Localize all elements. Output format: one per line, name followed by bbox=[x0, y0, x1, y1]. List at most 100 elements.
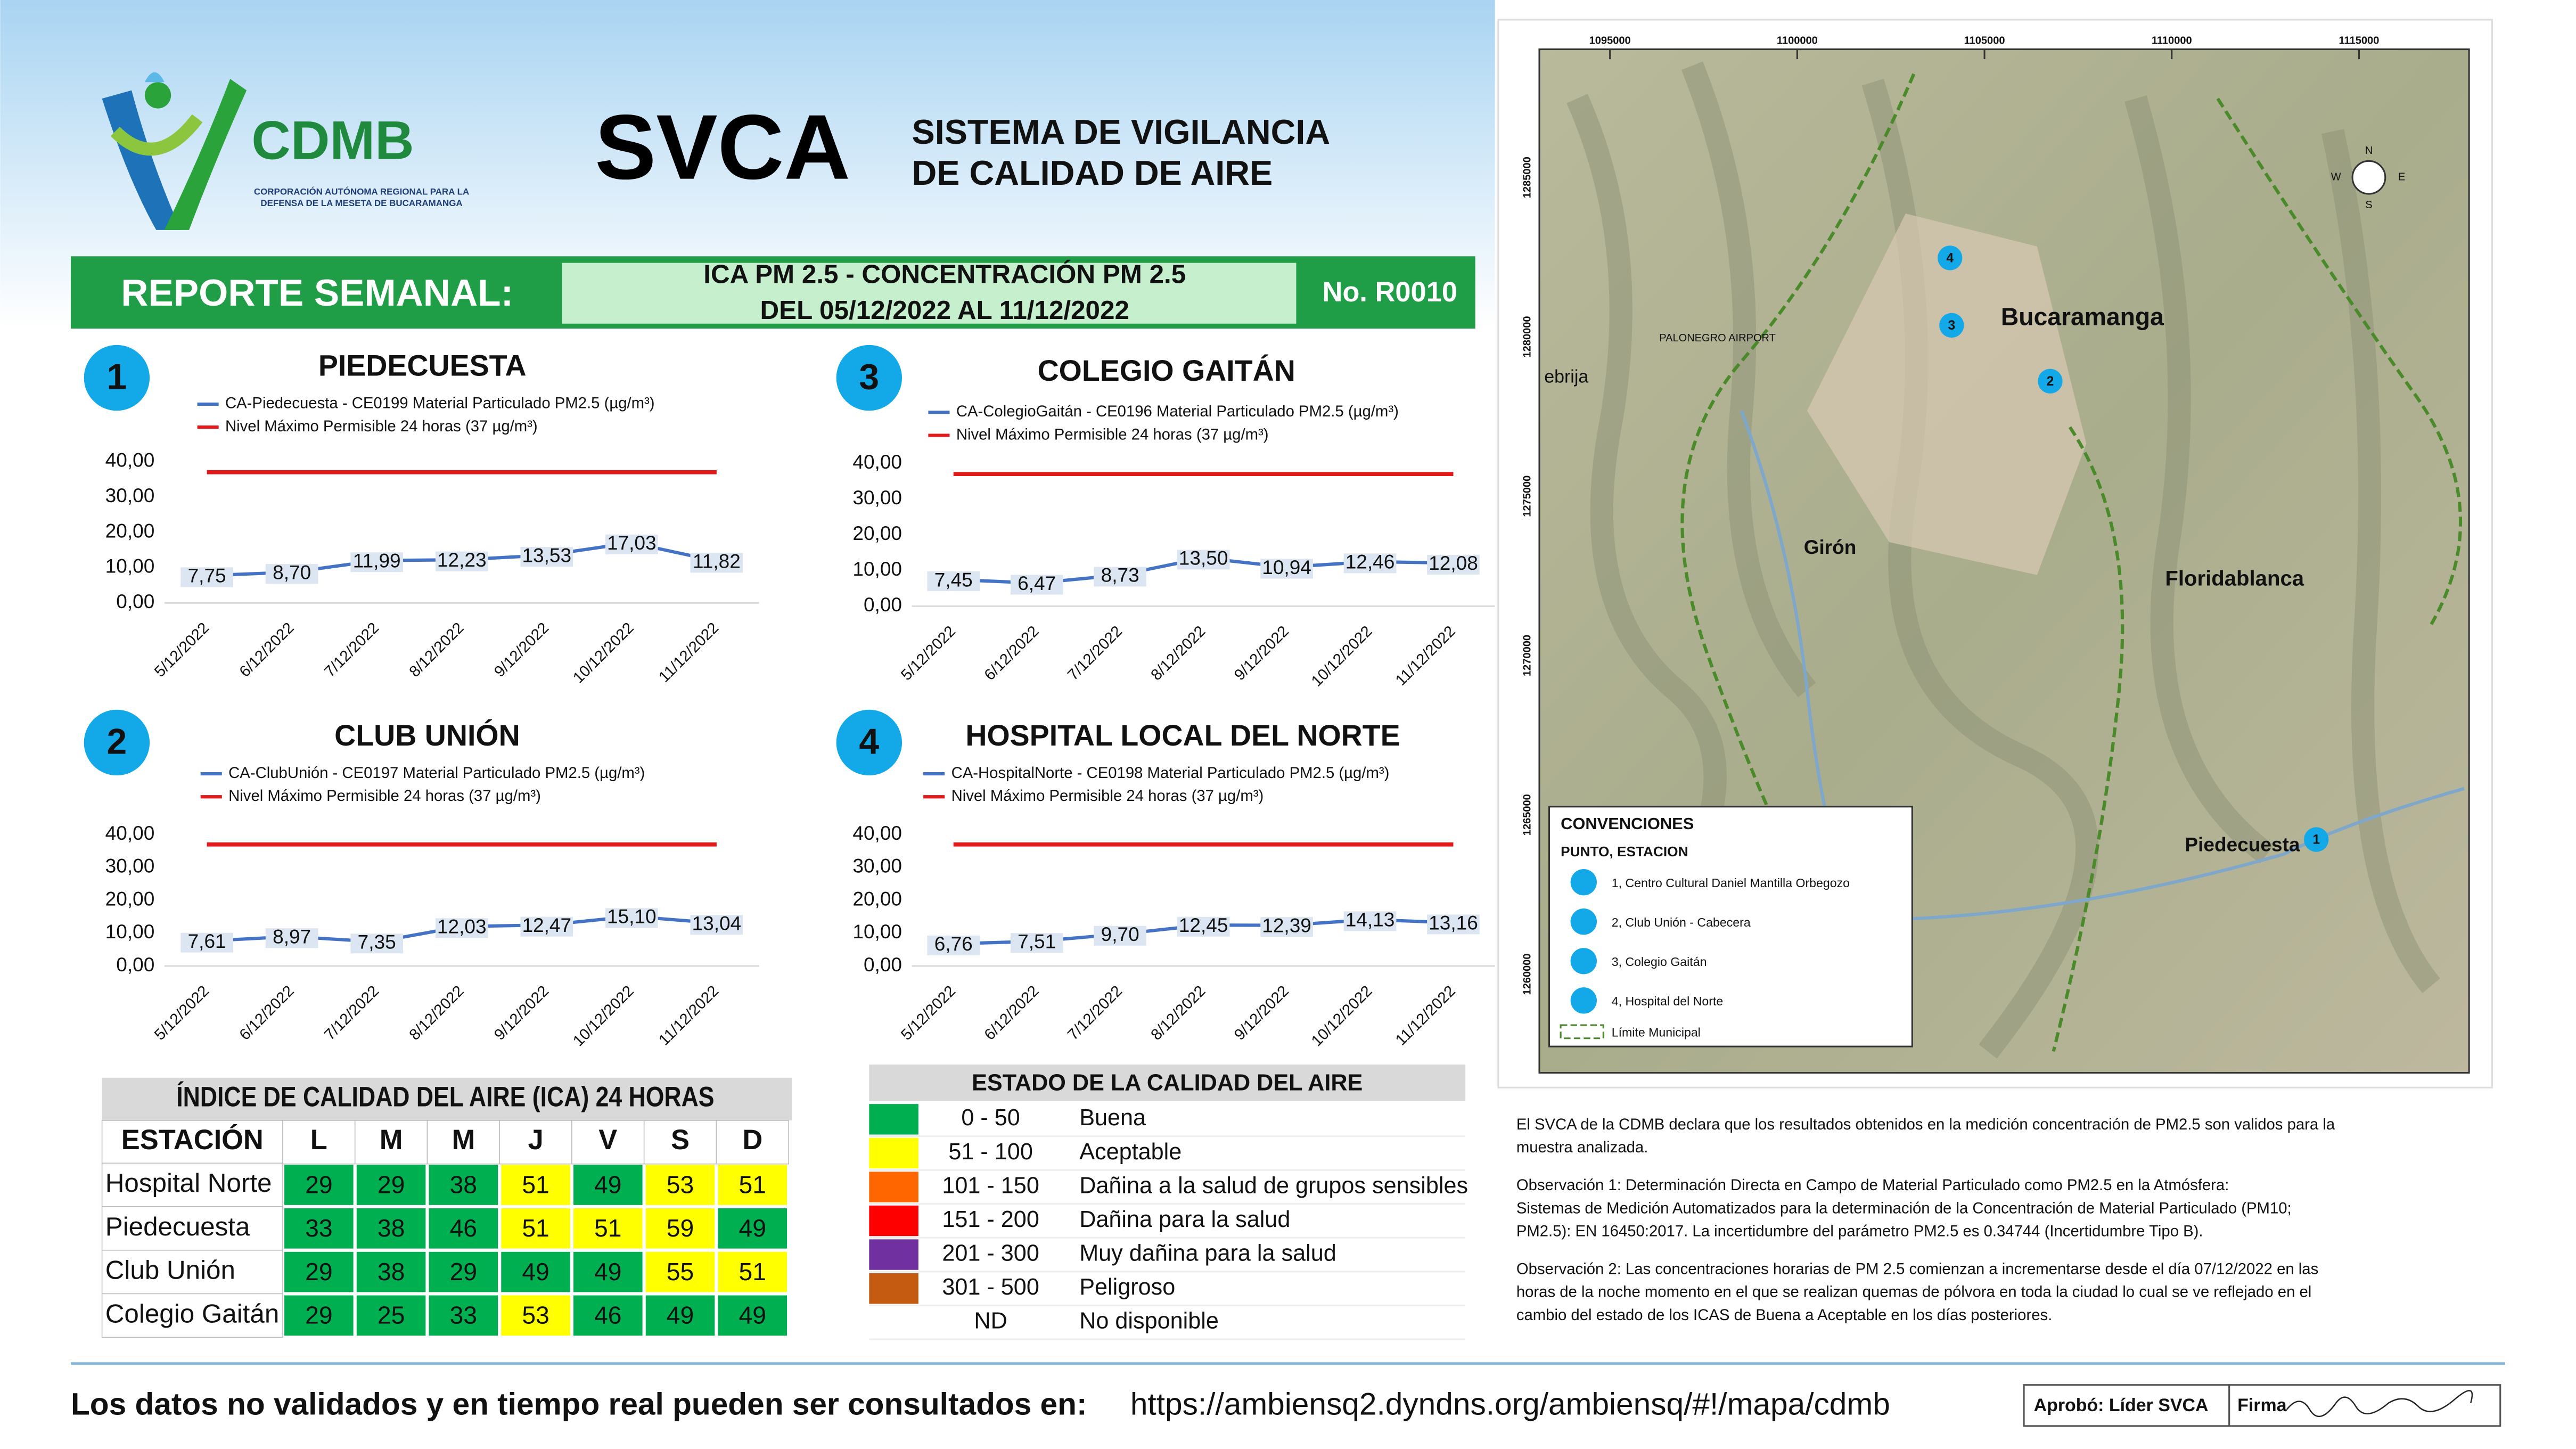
ica-cell bbox=[356, 1251, 426, 1292]
ica-cell bbox=[429, 1165, 498, 1205]
ica-cell bbox=[573, 1208, 643, 1249]
map-y-coord: 1285000 bbox=[1522, 157, 1533, 198]
urban-area bbox=[1807, 214, 2087, 575]
ica-header-cell bbox=[571, 1120, 645, 1165]
note-line: Sistemas de Medición Automatizados para … bbox=[1516, 1199, 2292, 1217]
data-label-bg bbox=[690, 553, 743, 573]
data-label: 12,47 bbox=[522, 914, 571, 936]
status-range: 101 - 150 bbox=[942, 1173, 1039, 1198]
ica-header: S bbox=[671, 1125, 690, 1156]
chart: 3 COLEGIO GAITÁN CA-ColegioGaitán - CE0196… bbox=[813, 332, 1512, 700]
approval: Aprobó: Líder SVCA bbox=[2034, 1395, 2209, 1415]
data-label-bg bbox=[181, 567, 233, 587]
ica-cell bbox=[645, 1295, 715, 1336]
y-tick-label: 30,00 bbox=[852, 486, 902, 509]
status-label: Aceptable bbox=[1079, 1139, 1182, 1165]
ica-cell bbox=[284, 1208, 354, 1249]
note-line: El SVCA de la CDMB declara que los resul… bbox=[1516, 1116, 2335, 1133]
y-tick-label: 40,00 bbox=[852, 822, 902, 844]
ica-title-bg bbox=[102, 1077, 792, 1120]
legend-label: CA-ColegioGaitán - CE0196 Material Parti… bbox=[956, 403, 1399, 420]
data-label-bg bbox=[1260, 917, 1313, 937]
data-label-bg bbox=[605, 534, 658, 554]
ica-value: 29 bbox=[305, 1258, 332, 1286]
status-swatch bbox=[869, 1137, 918, 1169]
station-number: 1 bbox=[2312, 833, 2320, 847]
data-label: 10,94 bbox=[1262, 556, 1311, 578]
chart-title: HOSPITAL LOCAL DEL NORTE bbox=[965, 719, 1400, 752]
ica-value: 29 bbox=[450, 1258, 477, 1286]
data-label: 7,45 bbox=[934, 568, 973, 591]
chart-badge bbox=[836, 709, 903, 776]
ica-value: 51 bbox=[739, 1170, 766, 1198]
ica-cell bbox=[718, 1295, 787, 1336]
status-label: Muy dañina para la salud bbox=[1079, 1240, 1336, 1266]
chart-badge bbox=[836, 345, 903, 411]
report-number: No. R0010 bbox=[1322, 277, 1457, 308]
ica-header: M bbox=[380, 1125, 403, 1156]
map-y-coord: 1275000 bbox=[1522, 476, 1533, 517]
data-label: 12,23 bbox=[437, 549, 487, 571]
map: 1095000 1100000 1105000 1110000 1115000 12850… bbox=[1497, 19, 2493, 1088]
note-line: PM2.5): EN 16450:2017. La incertidumbre … bbox=[1516, 1223, 2203, 1240]
data-label-bg bbox=[1177, 916, 1230, 937]
ica-value: 51 bbox=[522, 1214, 549, 1242]
status-range: 0 - 50 bbox=[961, 1105, 1020, 1131]
data-label: 8,73 bbox=[1101, 564, 1139, 586]
status-label: Dañina a la salud de grupos sensibles bbox=[1079, 1173, 1468, 1198]
ica-header: J bbox=[528, 1125, 543, 1156]
ica-header: ESTACIÓN bbox=[121, 1125, 264, 1156]
ica-header-cell bbox=[716, 1120, 789, 1165]
compass-letter: N bbox=[2365, 145, 2373, 157]
ica-cell bbox=[645, 1208, 715, 1249]
map-x-coord: 1110000 bbox=[2152, 35, 2192, 46]
data-label-bg bbox=[520, 547, 573, 567]
chart-panel bbox=[65, 332, 776, 697]
ica-cell bbox=[356, 1165, 426, 1205]
status-swatch bbox=[869, 1205, 918, 1237]
data-label-bg bbox=[1177, 550, 1230, 570]
map-legend-subtitle: PUNTO, ESTACION bbox=[1561, 844, 1688, 859]
banner-label: REPORTE SEMANAL: bbox=[121, 272, 513, 314]
data-label-bg bbox=[181, 932, 233, 953]
ica-cell bbox=[718, 1251, 787, 1292]
compass bbox=[2351, 160, 2386, 195]
y-tick-label: 30,00 bbox=[852, 855, 902, 877]
status-swatch bbox=[869, 1104, 918, 1135]
data-label-bg bbox=[1427, 554, 1480, 575]
boundary-label: Límite Municipal bbox=[1612, 1026, 1701, 1039]
y-tick-label: 10,00 bbox=[852, 558, 902, 580]
ica-station: Hospital Norte bbox=[105, 1168, 272, 1198]
map-legend-marker bbox=[1570, 987, 1597, 1014]
map-place: ebrija bbox=[1544, 367, 1588, 387]
station-marker bbox=[2038, 369, 2063, 394]
y-tick-label: 10,00 bbox=[105, 920, 155, 943]
map-y-coord: 1260000 bbox=[1522, 953, 1533, 995]
status-label: Dañina para la salud bbox=[1079, 1207, 1290, 1232]
map-y-coord: 1280000 bbox=[1522, 316, 1533, 357]
legend-label: Nivel Máximo Permisible 24 horas (37 µg/… bbox=[228, 787, 541, 805]
ica-cell bbox=[501, 1208, 570, 1249]
ica-header-cell bbox=[354, 1120, 428, 1165]
status-range: ND bbox=[974, 1308, 1007, 1334]
boundary-swatch bbox=[1560, 1024, 1604, 1039]
data-label-bg bbox=[1094, 926, 1147, 946]
footer-url[interactable]: https://ambiensq2.dyndns.org/ambiensq/#!… bbox=[1130, 1387, 1890, 1421]
signature bbox=[2286, 1390, 2473, 1417]
ica-station: Club Unión bbox=[105, 1256, 235, 1285]
chart-panel bbox=[813, 332, 1512, 700]
data-label-bg bbox=[350, 552, 404, 572]
ica-value: 25 bbox=[378, 1301, 405, 1329]
y-tick-label: 10,00 bbox=[105, 555, 155, 577]
ica-cell bbox=[645, 1251, 715, 1292]
map-place: PALONEGRO AIRPORT bbox=[1659, 332, 1776, 344]
logo-sub: CORPORACIÓN AUTÓNOMA REGIONAL PARA LA bbox=[254, 186, 469, 197]
y-tick-label: 30,00 bbox=[105, 855, 155, 877]
ica-cell bbox=[645, 1165, 715, 1205]
ica-value: 49 bbox=[667, 1301, 694, 1329]
ica-cell bbox=[356, 1208, 426, 1249]
ica-value: 53 bbox=[522, 1301, 549, 1329]
map-place: Bucaramanga bbox=[2001, 303, 2164, 331]
logo-sub: DEFENSA DE LA MESETA DE BUCARAMANGA bbox=[260, 198, 462, 208]
map-place: Floridablanca bbox=[2165, 567, 2304, 591]
